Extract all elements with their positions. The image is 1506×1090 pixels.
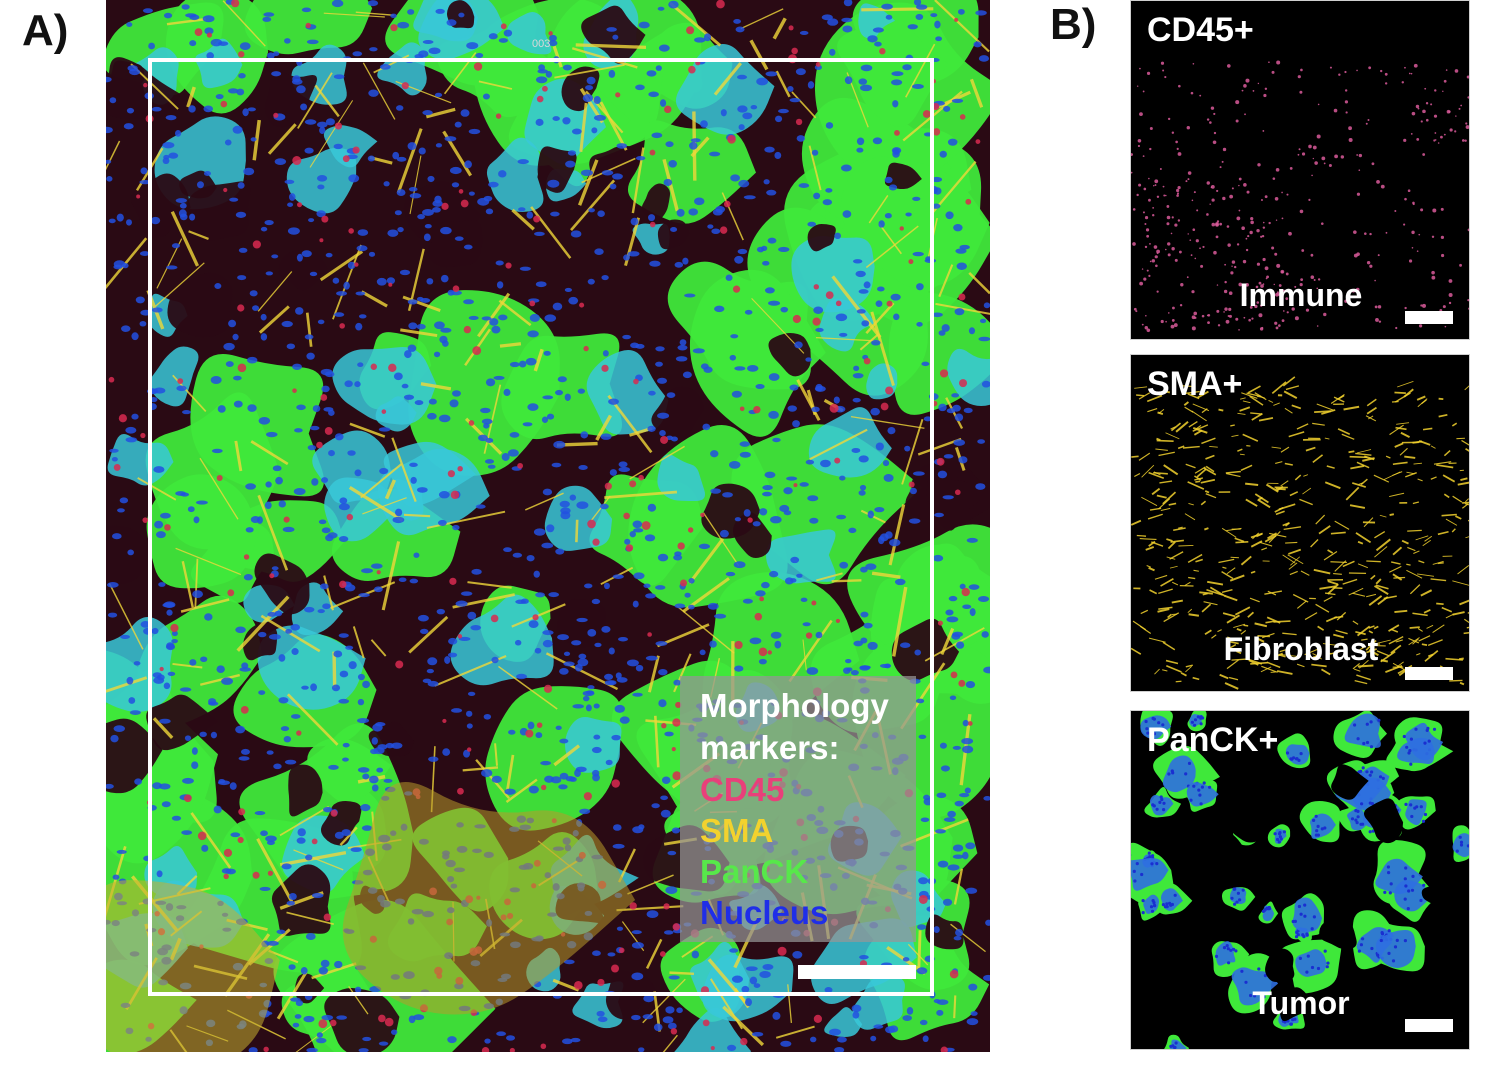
thumbnail-cell-type-label: Fibroblast [1223,631,1379,667]
thumbnail-cell-type-label: Immune [1239,277,1363,313]
tissue-image-main: 003 Morphology markers: CD45 SMA PanCK N… [106,0,990,1052]
thumbnail-marker-label: CD45+ [1147,11,1254,49]
panel-a-label: A) [22,6,69,55]
thumbnail-cd45: CD45+ Immune [1130,0,1470,340]
thumbnail-cell-type-label: Tumor [1252,985,1350,1021]
thumbnail-scale-bar [1405,667,1453,680]
roi-id-label: 003 [532,38,551,50]
thumbnail-sma: SMA+ Fibroblast [1130,354,1470,692]
legend-item-panck: PanCK [700,853,809,890]
legend-heading-line2: markers: [700,729,840,766]
legend-heading-line1: Morphology [700,687,889,724]
legend-item-sma: SMA [700,812,774,849]
legend-item-cd45: CD45 [700,771,785,808]
thumbnail-marker-label: PanCK+ [1147,721,1279,759]
thumbnail-scale-bar [1405,311,1453,324]
panel-b-label: B) [1050,0,1097,49]
thumbnail-marker-label: SMA+ [1147,365,1243,403]
legend-item-nucleus: Nucleus [700,894,829,931]
thumbnail-scale-bar [1405,1019,1453,1032]
thumbnail-sma-canvas [1131,376,1469,690]
thumbnail-panck: PanCK+ Tumor [1130,710,1470,1050]
thumbnail-panck-canvas [1131,711,1469,1049]
scale-bar [798,965,916,979]
marker-legend: Morphology markers: CD45 SMA PanCK Nucle… [680,676,916,942]
region-of-interest-box [148,58,934,996]
thumbnail-cd45-canvas [1131,60,1469,333]
